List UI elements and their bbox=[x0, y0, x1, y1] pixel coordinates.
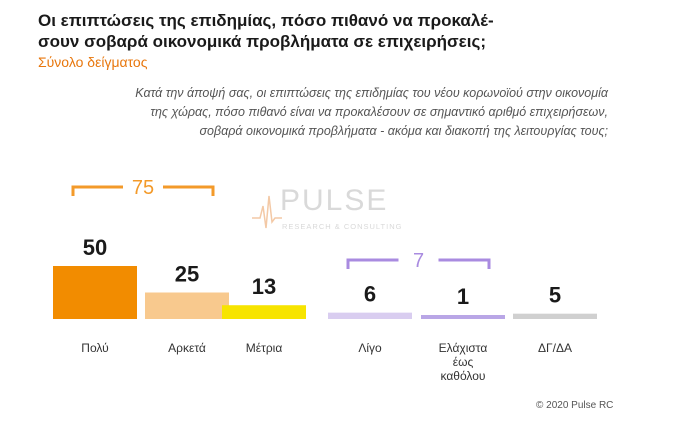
logo-wordmark: PULSE bbox=[280, 184, 389, 217]
bar-value-label-1: 25 bbox=[175, 262, 199, 287]
survey-question-line1: Κατά την άποψή σας, οι επιπτώσεις της επ… bbox=[135, 86, 608, 100]
group-bracket-right-0 bbox=[163, 185, 215, 196]
group-bracket-left-1 bbox=[346, 258, 399, 269]
logo-tagline: RESEARCH & CONSULTING bbox=[282, 222, 403, 231]
bar-value-label-2: 13 bbox=[252, 274, 276, 299]
category-label-4-2: καθόλου bbox=[441, 369, 486, 383]
category-label-5-0: ΔΓ/ΔΑ bbox=[538, 341, 572, 355]
bar-5 bbox=[513, 313, 597, 319]
category-label-4-1: έως bbox=[453, 355, 474, 369]
bar-2 bbox=[222, 305, 306, 319]
chart-title-line2: σουν σοβαρά οικονομικά προβλήματα σε επι… bbox=[38, 32, 486, 51]
category-label-4-0: Ελάχιστα bbox=[439, 341, 488, 355]
group-bracket-left-0 bbox=[71, 185, 123, 196]
pulse-wave-icon bbox=[252, 195, 282, 229]
survey-question-line2: της χώρας, πόσο πιθανό είναι να προκαλέσ… bbox=[150, 105, 608, 119]
bar-3 bbox=[328, 312, 412, 319]
survey-question: Κατά την άποψή σας, οι επιπτώσεις της επ… bbox=[48, 84, 608, 141]
bar-value-label-0: 50 bbox=[83, 235, 107, 260]
chart-title-line1: Οι επιπτώσεις της επιδημίας, πόσο πιθανό… bbox=[38, 11, 494, 30]
bar-4 bbox=[421, 315, 505, 319]
group-bracket-right-1 bbox=[438, 258, 491, 269]
category-label-0-0: Πολύ bbox=[81, 341, 108, 355]
bar-1 bbox=[145, 292, 229, 319]
pulse-logo-watermark: PULSE RESEARCH & CONSULTING bbox=[252, 184, 412, 240]
chart-subtitle: Σύνολο δείγματος bbox=[38, 54, 148, 70]
bar-value-label-3: 6 bbox=[364, 282, 376, 307]
chart-title: Οι επιπτώσεις της επιδημίας, πόσο πιθανό… bbox=[38, 10, 638, 52]
copyright-note: © 2020 Pulse RC bbox=[536, 400, 614, 411]
survey-question-line3: σοβαρά οικονομικά προβλήματα - ακόμα και… bbox=[199, 124, 608, 138]
bar-0 bbox=[53, 266, 137, 319]
category-label-2-0: Μέτρια bbox=[246, 341, 283, 355]
category-label-1-0: Αρκετά bbox=[168, 341, 206, 355]
group-total-label-1: 7 bbox=[413, 250, 424, 272]
category-label-3-0: Λίγο bbox=[358, 341, 382, 355]
bar-value-label-5: 5 bbox=[549, 283, 561, 308]
group-total-label-0: 75 bbox=[132, 177, 154, 199]
bar-value-label-4: 1 bbox=[457, 284, 469, 309]
